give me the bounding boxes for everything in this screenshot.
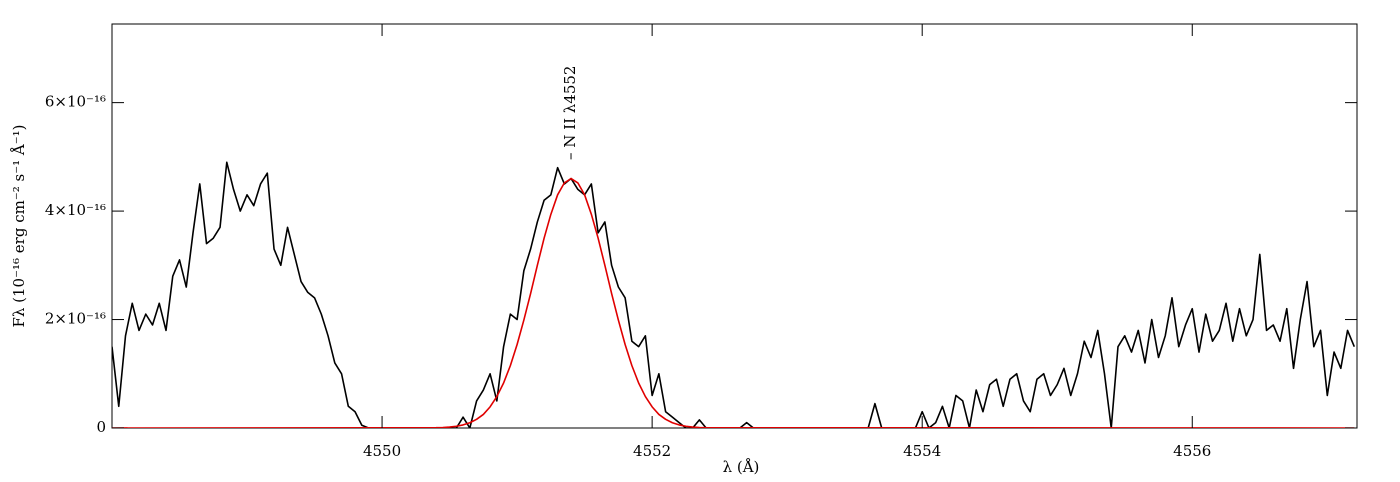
x-tick-label: 4556 [1173,442,1211,460]
y-axis-label: Fλ (10⁻¹⁶ erg cm⁻² s⁻¹ Å⁻¹) [10,124,28,327]
x-axis-label: λ (Å) [723,458,760,476]
plot-area [112,161,1356,428]
x-tick-label: 4552 [633,442,671,460]
x-tick-label: 4554 [903,442,941,460]
y-tick-label: 6×10⁻¹⁶ [45,93,106,111]
plot-frame [111,23,1358,429]
y-tick-label: 4×10⁻¹⁶ [45,201,106,219]
annotation: – N II λ4552 [561,66,579,160]
y-tick-label: 2×10⁻¹⁶ [45,310,106,328]
series-line [112,177,1355,428]
x-tick-label: 4550 [363,442,401,460]
series-line [112,161,1356,428]
y-tick-label: 0 [96,418,106,436]
